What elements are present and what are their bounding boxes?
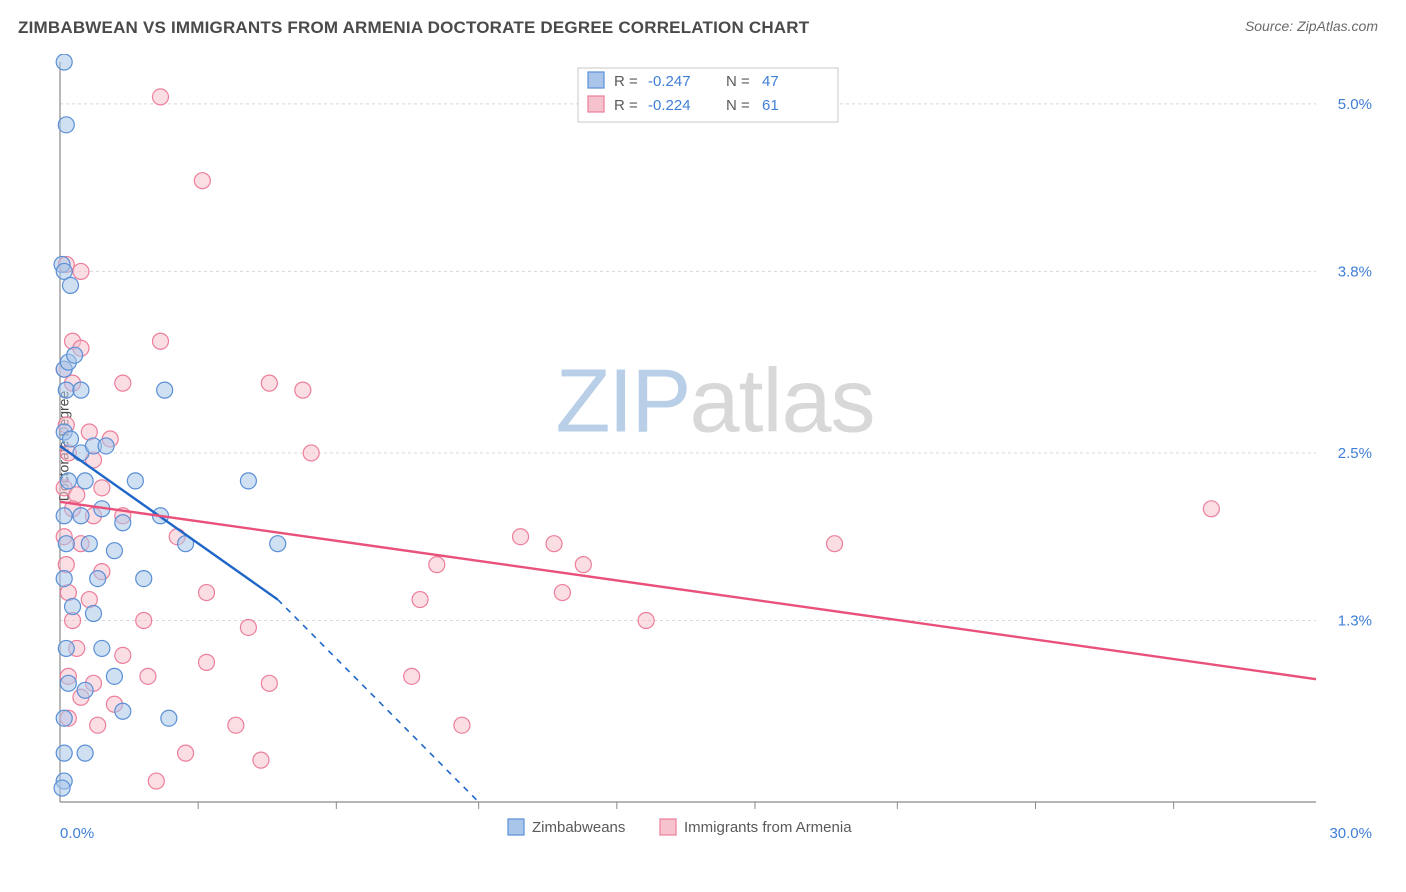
- data-point-pink: [115, 375, 131, 391]
- data-point-pink: [546, 536, 562, 552]
- data-point-pink: [253, 752, 269, 768]
- regression-pink: [60, 502, 1316, 679]
- stats-n-value: 61: [762, 97, 779, 114]
- stats-n-label: N =: [726, 73, 750, 90]
- chart-title: ZIMBABWEAN VS IMMIGRANTS FROM ARMENIA DO…: [18, 18, 809, 38]
- data-point-pink: [115, 647, 131, 663]
- legend-label: Immigrants from Armenia: [684, 819, 852, 836]
- data-point-blue: [77, 682, 93, 698]
- data-point-blue: [106, 543, 122, 559]
- data-point-blue: [81, 536, 97, 552]
- data-point-blue: [56, 710, 72, 726]
- data-point-blue: [136, 571, 152, 587]
- data-point-blue: [85, 606, 101, 622]
- data-point-pink: [152, 89, 168, 105]
- data-point-blue: [54, 780, 70, 796]
- data-point-pink: [94, 480, 110, 496]
- stats-r-value: -0.224: [648, 97, 691, 114]
- data-point-blue: [98, 438, 114, 454]
- data-point-blue: [65, 599, 81, 615]
- data-point-pink: [261, 675, 277, 691]
- data-point-pink: [148, 773, 164, 789]
- data-point-pink: [429, 557, 445, 573]
- data-point-pink: [575, 557, 591, 573]
- stats-r-label: R =: [614, 97, 638, 114]
- legend-swatch: [660, 819, 676, 835]
- data-point-pink: [1203, 501, 1219, 517]
- stats-r-label: R =: [614, 73, 638, 90]
- y-tick-label: 2.5%: [1338, 445, 1372, 462]
- data-point-pink: [295, 382, 311, 398]
- data-point-blue: [62, 277, 78, 293]
- data-point-blue: [127, 473, 143, 489]
- data-point-blue: [58, 382, 74, 398]
- data-point-blue: [73, 508, 89, 524]
- data-point-blue: [67, 347, 83, 363]
- scatter-plot-svg: 1.3% 2.5% 3.8% 5.0% 0.0% 30.0% R = -0.247 N = 47 R…: [50, 54, 1380, 844]
- y-tick-label: 5.0%: [1338, 96, 1372, 113]
- data-point-pink: [638, 612, 654, 628]
- stats-n-label: N =: [726, 97, 750, 114]
- data-point-pink: [152, 333, 168, 349]
- data-point-pink: [827, 536, 843, 552]
- data-point-pink: [199, 654, 215, 670]
- data-point-blue: [77, 745, 93, 761]
- data-point-pink: [73, 263, 89, 279]
- data-point-blue: [56, 745, 72, 761]
- data-point-pink: [228, 717, 244, 733]
- data-point-pink: [194, 173, 210, 189]
- y-tick-label: 3.8%: [1338, 263, 1372, 280]
- data-point-pink: [136, 612, 152, 628]
- data-point-pink: [90, 717, 106, 733]
- data-point-pink: [303, 445, 319, 461]
- data-point-blue: [90, 571, 106, 587]
- data-point-blue: [58, 536, 74, 552]
- data-point-blue: [77, 473, 93, 489]
- stats-swatch: [588, 96, 604, 112]
- chart-area: 1.3% 2.5% 3.8% 5.0% 0.0% 30.0% R = -0.247 N = 47 R…: [50, 54, 1380, 844]
- stats-r-value: -0.247: [648, 73, 691, 90]
- data-point-blue: [73, 382, 89, 398]
- data-point-pink: [58, 557, 74, 573]
- data-point-pink: [261, 375, 277, 391]
- data-point-pink: [554, 585, 570, 601]
- data-point-pink: [178, 745, 194, 761]
- stats-n-value: 47: [762, 73, 779, 90]
- data-point-blue: [58, 117, 74, 133]
- data-point-pink: [140, 668, 156, 684]
- legend-swatch: [508, 819, 524, 835]
- data-point-blue: [58, 640, 74, 656]
- source-attribution: Source: ZipAtlas.com: [1245, 18, 1378, 34]
- data-point-pink: [404, 668, 420, 684]
- data-point-blue: [115, 515, 131, 531]
- stats-swatch: [588, 72, 604, 88]
- data-point-blue: [240, 473, 256, 489]
- data-point-blue: [60, 675, 76, 691]
- regression-blue-dash: [278, 600, 479, 802]
- data-point-blue: [115, 703, 131, 719]
- data-point-pink: [240, 619, 256, 635]
- x-end-label: 30.0%: [1329, 825, 1372, 842]
- data-point-pink: [513, 529, 529, 545]
- data-point-blue: [56, 571, 72, 587]
- data-point-pink: [454, 717, 470, 733]
- legend-label: Zimbabweans: [532, 819, 625, 836]
- data-point-blue: [56, 508, 72, 524]
- x-start-label: 0.0%: [60, 825, 94, 842]
- data-point-blue: [157, 382, 173, 398]
- data-point-blue: [106, 668, 122, 684]
- data-point-blue: [94, 640, 110, 656]
- data-point-pink: [199, 585, 215, 601]
- data-point-blue: [270, 536, 286, 552]
- data-point-blue: [60, 473, 76, 489]
- data-point-blue: [161, 710, 177, 726]
- y-tick-label: 1.3%: [1338, 612, 1372, 629]
- data-point-blue: [56, 54, 72, 70]
- data-point-pink: [412, 592, 428, 608]
- data-point-blue: [62, 431, 78, 447]
